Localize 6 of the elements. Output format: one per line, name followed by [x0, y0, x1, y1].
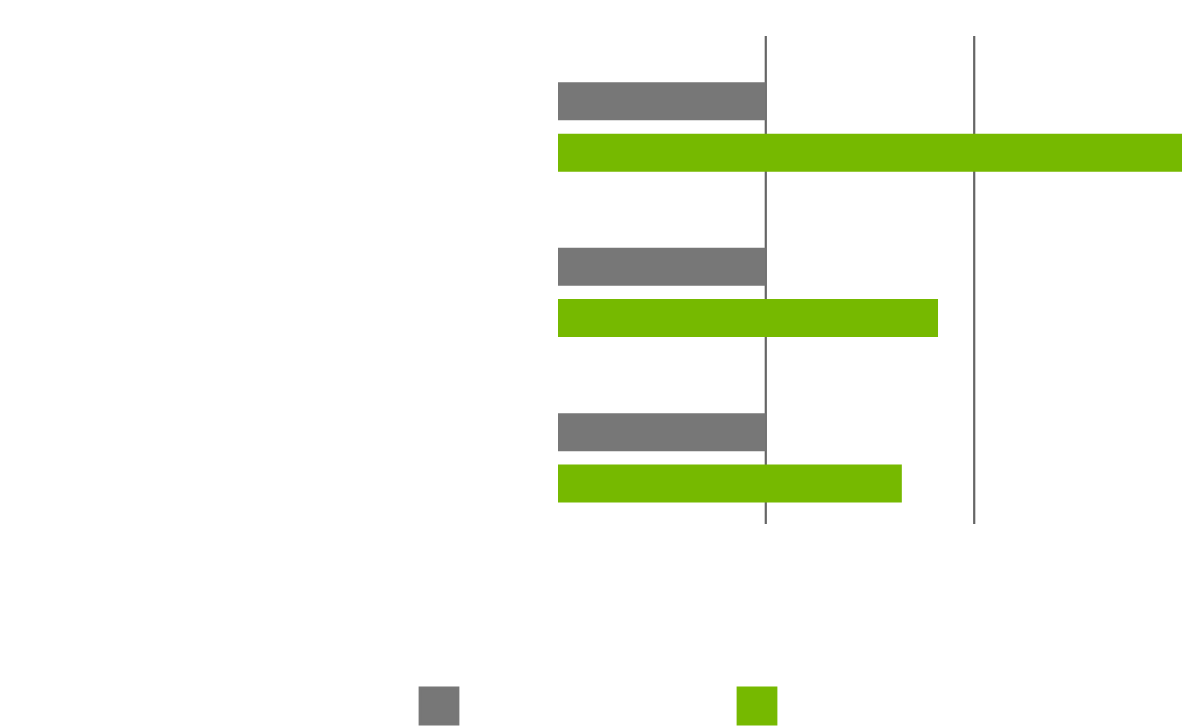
bar	[558, 299, 939, 338]
bar	[558, 247, 766, 286]
bar	[558, 464, 902, 503]
bar	[558, 82, 766, 121]
bar	[558, 413, 766, 452]
bar	[558, 133, 1182, 172]
